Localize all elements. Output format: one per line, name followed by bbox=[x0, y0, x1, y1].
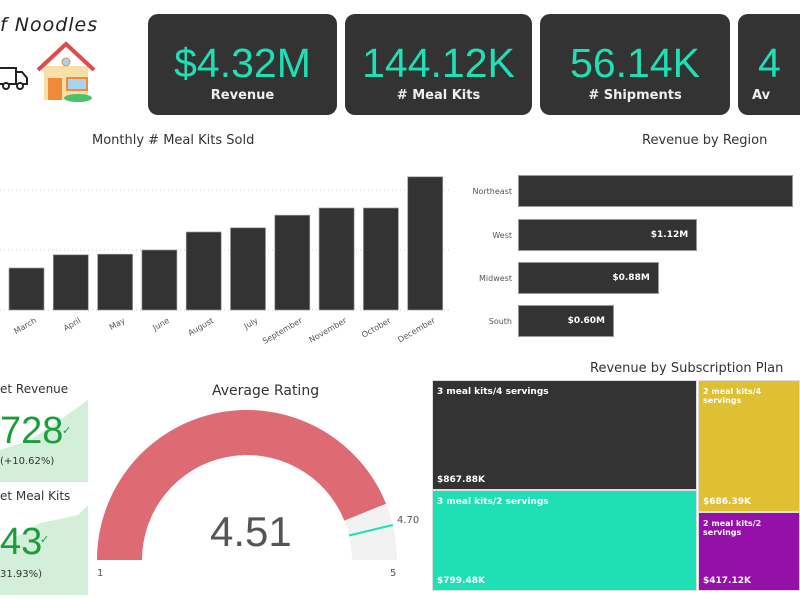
gauge-min: 1 bbox=[97, 568, 104, 579]
logo-title: f Noodles bbox=[0, 14, 99, 36]
kpi-change: 31.93%) bbox=[0, 569, 43, 580]
tile-name: 2 meal kits/2 servings bbox=[703, 519, 762, 537]
check-icon: ✓ bbox=[40, 533, 50, 546]
card-value: 4 bbox=[758, 40, 781, 86]
tile-value: $417.12K bbox=[703, 576, 751, 586]
x-tick-label: November bbox=[308, 316, 349, 345]
gauge-title: Average Rating bbox=[212, 383, 320, 399]
meal-kits-chart-title: Monthly # Meal Kits Sold bbox=[92, 133, 255, 148]
treemap-tile[interactable]: 2 meal kits/2 servings $417.12K bbox=[698, 512, 800, 591]
bar[interactable] bbox=[185, 231, 222, 311]
card-label: # Meal Kits bbox=[396, 88, 481, 103]
region-bar[interactable]: $1.12M bbox=[518, 219, 698, 251]
tile-name: 3 meal kits/4 servings bbox=[437, 387, 549, 397]
kpi-card-average: 4 Av bbox=[738, 14, 800, 115]
gauge-target-marker bbox=[348, 524, 394, 537]
x-tick-label: September bbox=[261, 316, 304, 346]
treemap-title: Revenue by Subscription Plan bbox=[590, 361, 784, 376]
revenue-trend-area bbox=[0, 400, 88, 482]
kpi-value: 728 bbox=[0, 410, 64, 452]
kpi-card-revenue: $4.32M Revenue bbox=[148, 14, 337, 115]
bar[interactable] bbox=[274, 214, 311, 311]
treemap-tile[interactable]: 2 meal kits/4 servings $686.39K bbox=[698, 380, 800, 512]
gauge-value: 4.51 bbox=[210, 508, 292, 555]
card-label: Revenue bbox=[210, 88, 275, 103]
bar[interactable] bbox=[141, 249, 178, 311]
gauge-max: 5 bbox=[390, 568, 397, 579]
bar[interactable] bbox=[318, 207, 355, 311]
x-tick-label: August bbox=[186, 316, 215, 338]
card-value: 144.12K bbox=[362, 40, 515, 86]
card-label: Av bbox=[752, 88, 771, 103]
card-value: 56.14K bbox=[570, 40, 700, 86]
region-chart-title: Revenue by Region bbox=[642, 133, 768, 148]
x-tick-label: May bbox=[108, 316, 127, 332]
card-label: # Shipments bbox=[588, 88, 682, 103]
tile-value: $799.48K bbox=[437, 576, 485, 586]
treemap-tile[interactable]: 3 meal kits/2 servings $799.48K bbox=[432, 490, 697, 591]
kpi-value: 43 bbox=[0, 521, 43, 563]
treemap-tile[interactable]: 3 meal kits/4 servings $867.88K bbox=[432, 380, 697, 490]
region-bar[interactable] bbox=[518, 175, 794, 207]
bar[interactable] bbox=[97, 253, 133, 311]
truck-icon bbox=[0, 67, 28, 90]
x-tick-label: June bbox=[150, 316, 171, 333]
x-tick-label: March bbox=[12, 316, 38, 336]
bar[interactable] bbox=[8, 267, 45, 311]
bar[interactable] bbox=[52, 254, 89, 311]
x-tick-label: July bbox=[242, 316, 260, 332]
gauge-fill bbox=[97, 409, 387, 560]
kpi-title: et Revenue bbox=[0, 382, 69, 396]
x-tick-label: April bbox=[62, 316, 82, 333]
meal-kits-trend-area bbox=[0, 505, 88, 595]
region-label: West bbox=[492, 231, 512, 240]
kpi-net-meal-kits: et Meal Kits 43 ✓ 31.93%) bbox=[0, 485, 88, 595]
region-bar[interactable]: $0.60M bbox=[518, 305, 614, 337]
kpi-card-meal-kits: 144.12K # Meal Kits bbox=[345, 14, 532, 115]
kpi-card-shipments: 56.14K # Shipments bbox=[540, 14, 730, 115]
card-value: $4.32M bbox=[174, 40, 311, 86]
tile-value: $686.39K bbox=[703, 497, 751, 507]
bar[interactable] bbox=[407, 176, 444, 311]
kpi-net-revenue: et Revenue 728 ✓ (+10.62%) bbox=[0, 372, 88, 482]
average-rating-gauge bbox=[97, 409, 397, 560]
check-icon: ✓ bbox=[62, 424, 72, 437]
kpi-change: (+10.62%) bbox=[0, 456, 55, 467]
tile-name: 2 meal kits/4 servings bbox=[703, 387, 762, 405]
x-tick-label: October bbox=[360, 316, 393, 340]
tile-value: $867.88K bbox=[437, 475, 485, 485]
kpi-title: et Meal Kits bbox=[0, 489, 71, 503]
bar[interactable] bbox=[363, 207, 399, 311]
gauge-target-label: 4.70 bbox=[397, 515, 420, 526]
house-icon bbox=[36, 41, 96, 102]
tile-name: 3 meal kits/2 servings bbox=[437, 497, 549, 507]
region-label: Northeast bbox=[472, 187, 512, 196]
region-bar[interactable]: $0.88M bbox=[518, 262, 659, 294]
monthly-meal-kits-chart: March April May June August July September Nove… bbox=[0, 176, 450, 346]
bar[interactable] bbox=[230, 227, 266, 311]
region-label: South bbox=[488, 317, 512, 326]
region-label: Midwest bbox=[479, 274, 512, 283]
